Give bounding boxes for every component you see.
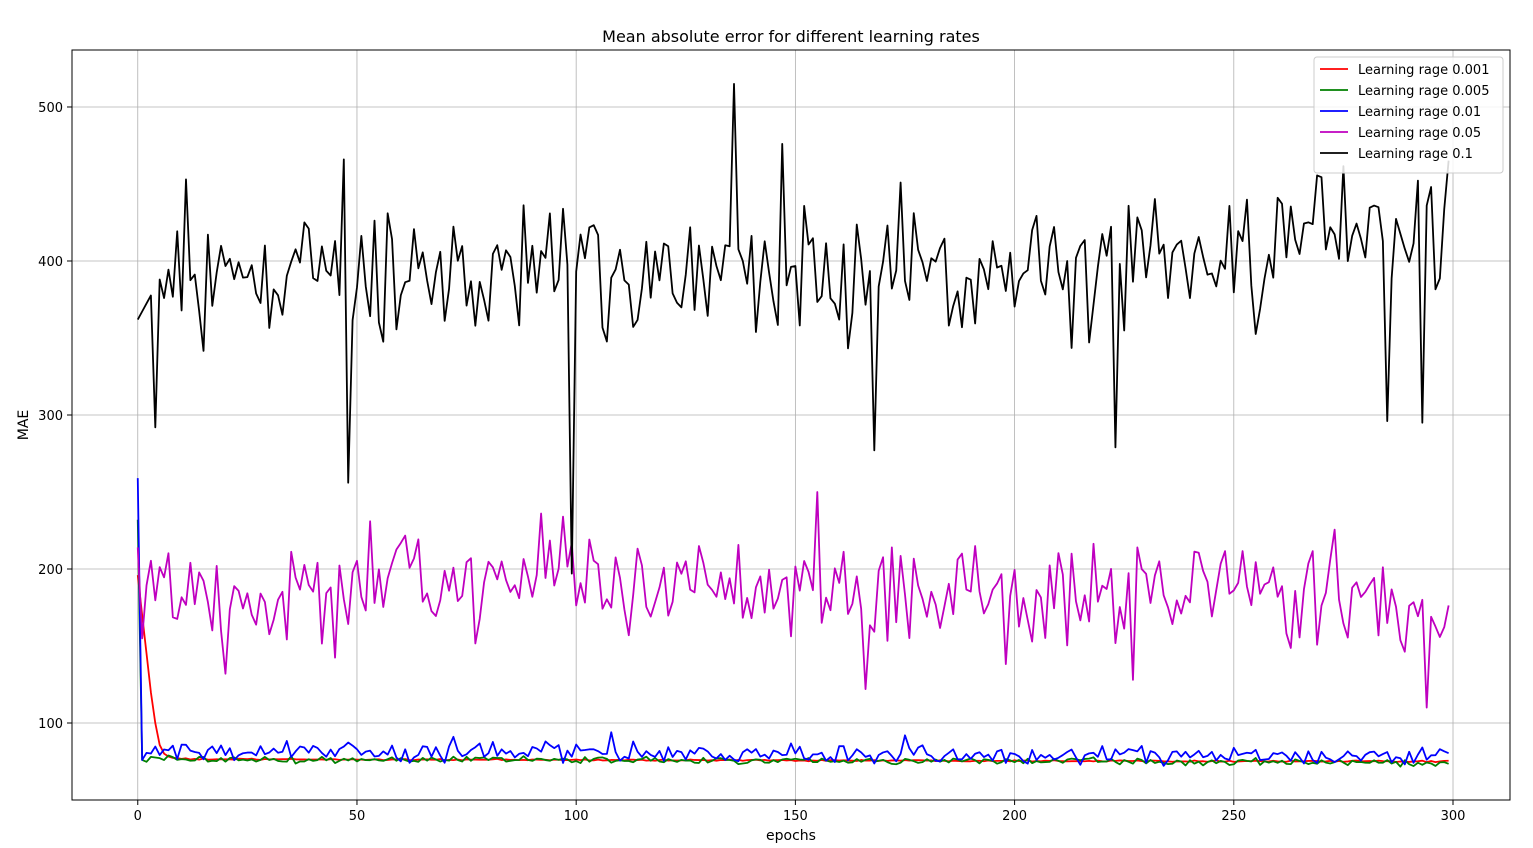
y-tick-label: 300	[38, 409, 63, 424]
chart-title: Mean absolute error for different learni…	[602, 27, 980, 46]
series-line-2	[136, 478, 1449, 767]
series-line-4	[136, 82, 1450, 575]
x-tick-label: 0	[134, 809, 142, 824]
series-lines	[136, 82, 1450, 768]
legend-label: Learning rage 0.001	[1358, 63, 1489, 78]
x-tick-label: 50	[349, 809, 366, 824]
y-axis-label: MAE	[16, 410, 32, 441]
y-tick-label: 500	[38, 101, 63, 116]
series-line-0	[136, 575, 1449, 764]
x-tick-label: 200	[1002, 809, 1027, 824]
y-tick-label: 200	[38, 563, 63, 578]
y-tick-label: 100	[38, 717, 63, 732]
legend-label: Learning rage 0.05	[1358, 126, 1481, 141]
x-tick-label: 100	[564, 809, 589, 824]
series-line-1	[136, 519, 1449, 768]
axis-ticks: 0 50 100 150 200 250 300 100 200 300 400 500	[38, 101, 1465, 824]
legend-box	[1313, 56, 1504, 174]
series-line-3	[136, 491, 1450, 709]
legend: Learning rage 0.001 Learning rage 0.005 Le…	[1313, 56, 1504, 174]
legend-label: Learning rage 0.1	[1358, 147, 1473, 162]
x-tick-label: 150	[783, 809, 808, 824]
x-axis-label: epochs	[766, 828, 816, 844]
y-tick-label: 400	[38, 255, 63, 270]
plot-area-frame	[71, 49, 1511, 801]
legend-label: Learning rage 0.01	[1358, 105, 1481, 120]
x-tick-label: 300	[1441, 809, 1466, 824]
legend-label: Learning rage 0.005	[1358, 84, 1489, 99]
x-tick-label: 250	[1221, 809, 1246, 824]
